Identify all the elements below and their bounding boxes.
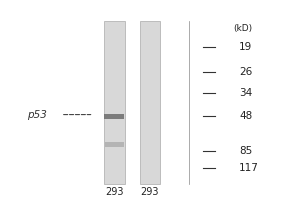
Text: p53: p53	[27, 110, 47, 120]
Text: 34: 34	[239, 88, 252, 98]
Text: 293: 293	[105, 187, 124, 197]
Text: 117: 117	[239, 163, 259, 173]
Bar	[105, 142, 124, 147]
Text: 85: 85	[239, 146, 252, 156]
Text: (kD): (kD)	[233, 24, 252, 33]
Text: 48: 48	[239, 111, 252, 121]
Bar	[104, 114, 124, 119]
Text: 19: 19	[239, 42, 252, 52]
Bar	[104, 21, 125, 184]
Text: 26: 26	[239, 67, 252, 77]
Bar	[140, 21, 160, 184]
Text: 293: 293	[141, 187, 159, 197]
